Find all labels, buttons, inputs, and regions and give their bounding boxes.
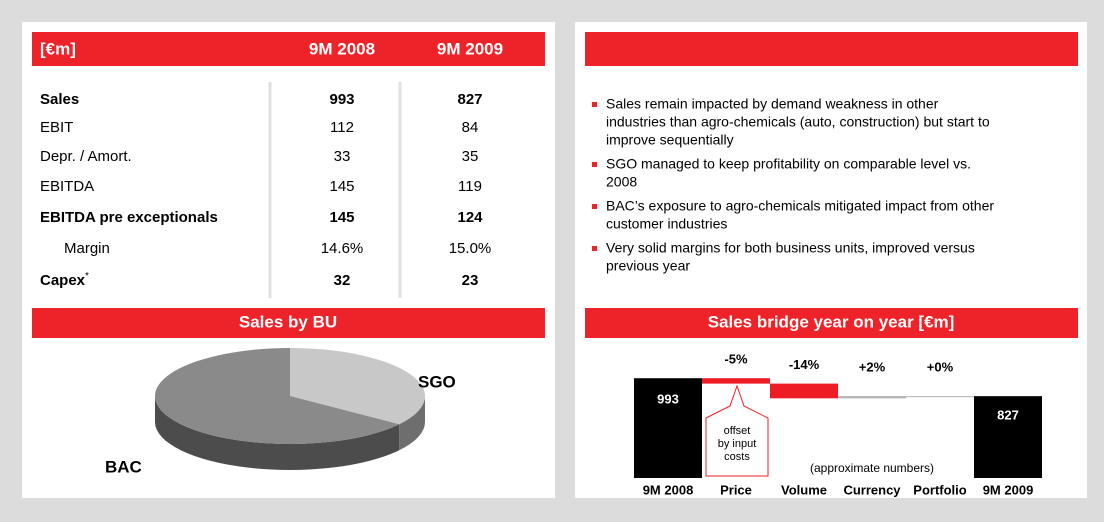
- total-bar: [974, 396, 1042, 478]
- x-category-label: Currency: [843, 482, 901, 497]
- table-cell: Sales: [40, 91, 79, 108]
- x-category-label: 9M 2008: [643, 482, 694, 497]
- x-category-label: Portfolio: [913, 482, 966, 497]
- table-cell: 112: [330, 119, 354, 136]
- bar-value-label: 993: [657, 392, 679, 407]
- table-header-bar: [32, 32, 545, 66]
- bridge-header-bar: [585, 308, 1078, 338]
- bullets-header-bar: [585, 32, 1078, 66]
- x-category-label: Price: [720, 482, 752, 497]
- pie-label: SGO: [418, 372, 456, 391]
- table-header-cell: 9M 2009: [437, 39, 503, 58]
- table-cell: 145: [329, 178, 354, 195]
- x-category-label: 9M 2009: [983, 482, 1034, 497]
- bar-value-label: 827: [997, 408, 1019, 423]
- bullet-text: industries than agro-chemicals (auto, co…: [606, 114, 990, 130]
- table-cell: 15.0%: [449, 240, 492, 257]
- total-bar: [634, 378, 702, 478]
- bar-value-label: -5%: [724, 352, 748, 367]
- bar-value-label: +0%: [927, 360, 954, 375]
- bullet-text: BAC’s exposure to agro-chemicals mitigat…: [606, 198, 994, 214]
- x-category-label: Volume: [781, 482, 827, 497]
- pie-title: Sales by BU: [239, 312, 337, 331]
- table-cell: EBIT: [40, 119, 73, 136]
- table-cell: 35: [462, 148, 479, 165]
- bullet-text: previous year: [606, 258, 690, 274]
- bar-value-label: -14%: [789, 357, 820, 372]
- bridge-title: Sales bridge year on year [€m]: [708, 312, 955, 331]
- bullet-text: SGO managed to keep profitability on com…: [606, 156, 971, 172]
- table-cell: 23: [462, 272, 479, 289]
- delta-bar: [838, 396, 906, 399]
- bullet-text: improve sequentially: [606, 132, 734, 148]
- table-cell: Depr. / Amort.: [40, 148, 132, 165]
- bullet-marker: [592, 162, 597, 167]
- table-cell: 145: [329, 209, 354, 226]
- table-header-cell: 9M 2008: [309, 39, 375, 58]
- bullet-text: Very solid margins for both business uni…: [606, 240, 975, 256]
- bar-value-label: +2%: [859, 360, 886, 375]
- table-cell: 827: [457, 91, 482, 108]
- bullet-text: 2008: [606, 174, 637, 190]
- table-cell: 32: [334, 272, 351, 289]
- table-cell: 84: [462, 119, 479, 136]
- pie-header-bar: [32, 308, 545, 338]
- table-cell: 14.6%: [321, 240, 364, 257]
- delta-bar: [906, 396, 974, 398]
- bullet-text: customer industries: [606, 216, 727, 232]
- annotation: (approximate numbers): [810, 461, 934, 475]
- footnote-mark: *: [85, 271, 89, 282]
- delta-bar: [770, 383, 838, 399]
- table-cell: EBITDA pre exceptionals: [40, 209, 218, 226]
- callout-box: [705, 384, 769, 477]
- table-cell: 993: [329, 91, 354, 108]
- pie-side: [399, 396, 425, 451]
- table-cell: EBITDA: [40, 178, 94, 195]
- table-cell: 119: [458, 178, 482, 195]
- callout-text: costs: [724, 451, 750, 463]
- pie-slice: [155, 348, 400, 444]
- pie-side: [155, 396, 400, 471]
- table-header-cell: [€m]: [40, 39, 76, 58]
- bullet-text: Sales remain impacted by demand weakness…: [606, 96, 939, 112]
- bullet-marker: [592, 102, 597, 107]
- callout-text: by input: [718, 438, 757, 450]
- table-cell: Capex*: [40, 271, 89, 289]
- delta-bar: [702, 378, 770, 384]
- pie-slice: [290, 348, 426, 425]
- table-cell: 124: [457, 209, 483, 226]
- table-cell: 33: [334, 148, 351, 165]
- callout-text: offset: [724, 425, 751, 437]
- bullet-marker: [592, 204, 597, 209]
- bullet-marker: [592, 246, 597, 251]
- table-cell: Margin: [64, 240, 110, 257]
- pie-label: BAC: [105, 457, 142, 476]
